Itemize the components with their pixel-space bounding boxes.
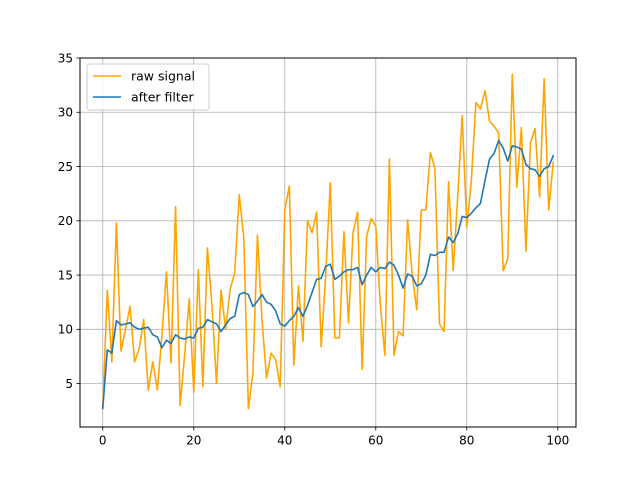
y-tick-label: 15 (58, 268, 73, 282)
x-tick-label: 80 (459, 434, 474, 448)
y-tick-label: 5 (65, 377, 73, 391)
x-tick-label: 20 (186, 434, 201, 448)
x-tick-label: 60 (368, 434, 383, 448)
x-tick-label: 40 (277, 434, 292, 448)
legend: raw signal after filter (86, 63, 210, 111)
plot-area-frame (79, 57, 577, 428)
axis-ticks: 0 20 40 60 80 100 5 10 15 20 25 30 35 (58, 51, 570, 447)
series-line-raw-signal (101, 73, 555, 410)
legend-label-after-filter: after filter (131, 90, 194, 105)
x-tick-label: 0 (99, 434, 107, 448)
y-tick-label: 35 (58, 51, 73, 65)
series-lines (101, 73, 555, 410)
x-tick-label: 100 (546, 434, 569, 448)
y-tick-label: 10 (58, 323, 73, 337)
y-tick-label: 30 (58, 106, 73, 120)
legend-label-raw-signal: raw signal (131, 69, 195, 84)
series-line-after-filter (101, 139, 555, 410)
y-tick-label: 20 (58, 214, 73, 228)
y-tick-label: 25 (58, 160, 73, 174)
